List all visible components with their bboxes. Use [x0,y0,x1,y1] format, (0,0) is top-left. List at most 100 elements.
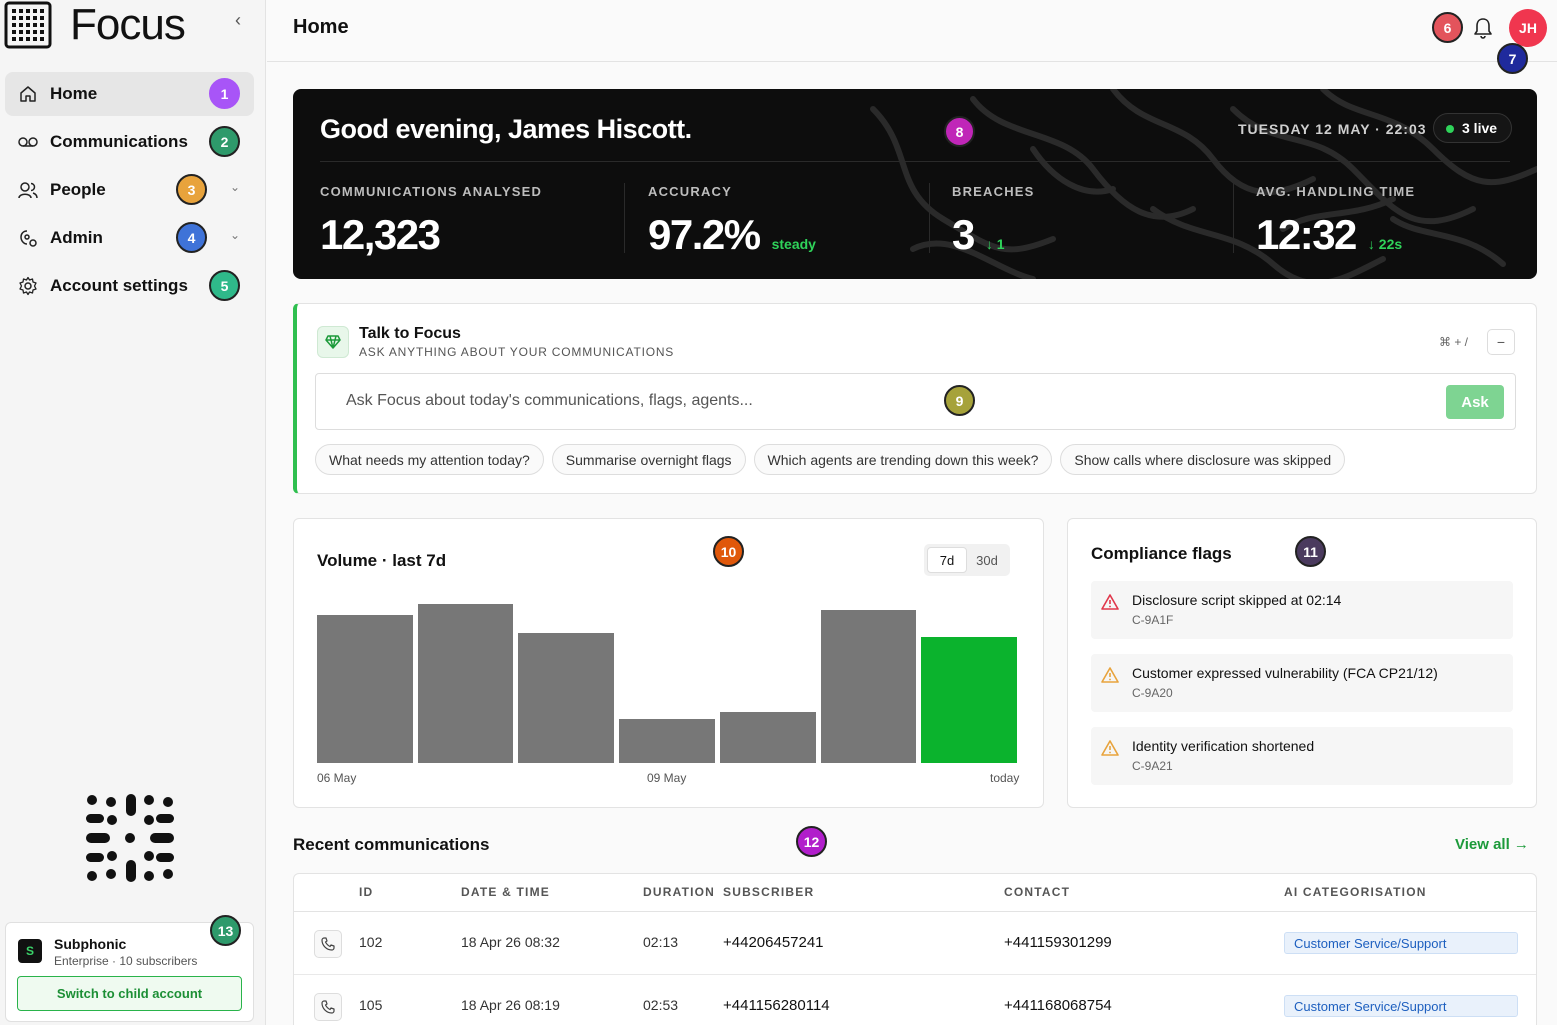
stat-breaches: BREACHES 3 ↓ 1 [952,184,1035,259]
stat-communications-analysed: COMMUNICATIONS ANALYSED 12,323 [320,184,542,259]
ask-focus-input[interactable]: Ask Focus about today's communications, … [346,392,753,409]
sidebar-item-account-settings[interactable]: Account settings 5 [5,264,254,308]
alert-triangle-amber-icon [1101,740,1119,756]
cell-id: 105 [359,997,383,1013]
account-logo: S [18,939,42,963]
column-header-duration[interactable]: DURATION [643,885,716,899]
annotation-marker: 4 [176,222,207,253]
annotation-marker: 12 [796,826,827,857]
cell-datetime: 18 Apr 26 08:19 [461,997,560,1013]
volume-bar[interactable] [518,633,615,763]
annotation-marker: 5 [209,270,240,301]
live-count: 3 live [1462,120,1498,136]
account-card: S Subphonic Enterprise · 10 subscribers … [5,915,254,1022]
cell-subscriber: +44206457241 [723,934,824,951]
stat-value: 97.2% [648,211,761,258]
compliance-flag-item[interactable]: Disclosure script skipped at 02:14 C-9A1… [1091,581,1513,639]
suggestion-chip[interactable]: What needs my attention today? [315,444,544,475]
switch-to-child-account-button[interactable]: Switch to child account [17,976,242,1011]
column-header-datetime[interactable]: DATE & TIME [461,885,550,899]
sidebar-item-label: Home [50,84,98,103]
volume-bar[interactable] [921,636,1017,763]
x-tick-label: today [990,771,1020,785]
tab-30d[interactable]: 30d [976,552,998,568]
admin-icon [17,227,39,249]
tab-7d[interactable]: 7d [927,547,967,573]
flag-id: C-9A21 [1132,759,1173,773]
voicemail-icon [17,131,39,153]
keyboard-shortcut: ⌘ + / [1439,335,1469,349]
gear-icon [17,275,39,297]
divider [624,183,625,253]
phone-icon[interactable] [314,993,342,1021]
volume-bar[interactable] [820,610,917,763]
ask-button[interactable]: Ask [1446,385,1504,419]
column-header-ai-categorisation[interactable]: AI CATEGORISATION [1284,885,1427,899]
compliance-flags-card: Compliance flags 11 Disclosure script sk… [1067,518,1537,808]
volume-bars [317,599,1022,763]
volume-bar[interactable] [719,712,816,763]
bell-icon[interactable] [1472,16,1494,40]
column-header-contact[interactable]: CONTACT [1004,885,1071,899]
chevron-down-icon[interactable]: ⌄ [229,228,240,242]
annotation-marker: 1 [209,78,240,109]
table-row[interactable]: 102 18 Apr 26 08:32 02:13 +44206457241 +… [294,912,1536,975]
suggestion-chip[interactable]: Show calls where disclosure was skipped [1060,444,1346,475]
volume-bar[interactable] [619,718,715,763]
ask-focus-input-box[interactable]: Ask Focus about today's communications, … [315,373,1516,430]
volume-bar[interactable] [417,603,514,763]
annotation-marker: 6 [1432,12,1463,43]
stat-value: 3 [952,211,975,258]
compliance-flag-item[interactable]: Identity verification shortened C-9A21 [1091,727,1513,785]
cell-datetime: 18 Apr 26 08:32 [461,934,560,950]
column-header-subscriber[interactable]: SUBSCRIBER [723,885,815,899]
sidebar-item-people[interactable]: People 3 ⌄ [5,168,254,212]
column-header-id[interactable]: ID [359,885,374,899]
stat-label: AVG. HANDLING TIME [1256,184,1416,199]
suggestion-chip[interactable]: Summarise overnight flags [551,444,746,475]
stat-label: COMMUNICATIONS ANALYSED [320,184,543,199]
cell-duration: 02:53 [643,997,679,1013]
cell-contact: +441159301299 [1004,934,1112,951]
greeting: Good evening, James Hiscott. [320,114,692,144]
stat-accuracy: ACCURACY 97.2% steady [648,184,816,259]
x-tick-label: 06 May [317,771,357,785]
recent-communications-title: Recent communications [293,835,490,854]
stat-label: BREACHES [952,184,1035,199]
volume-bar[interactable] [317,615,413,763]
people-icon [17,179,39,201]
alert-triangle-red-icon [1101,594,1119,610]
account-subtitle: Enterprise · 10 subscribers [54,954,198,968]
compliance-title: Compliance flags [1091,544,1232,563]
account-name: Subphonic [54,936,127,952]
flag-id: C-9A20 [1132,686,1173,700]
sidebar-item-home[interactable]: Home 1 [5,72,254,116]
suggestion-chip[interactable]: Which agents are trending down this week… [753,444,1053,475]
talk-subtitle: ASK ANYTHING ABOUT YOUR COMMUNICATIONS [359,345,675,359]
avatar[interactable]: JH [1509,9,1547,47]
stat-delta: ↓ 22s [1367,236,1403,252]
minimize-button[interactable]: − [1487,329,1515,355]
brand-name: Focus [70,0,186,49]
decorative-pattern-icon [86,794,174,882]
top-bar: Home 6 JH 7 [267,0,1557,74]
phone-icon[interactable] [314,930,342,958]
annotation-marker: 7 [1497,43,1528,74]
table-row[interactable]: 105 18 Apr 26 08:19 02:53 +441156280114 … [294,975,1536,1025]
live-status-badge[interactable]: 3 live [1433,113,1513,143]
compliance-flag-item[interactable]: Customer expressed vulnerability (FCA CP… [1091,654,1513,712]
chevron-down-icon[interactable]: ⌄ [229,180,240,194]
view-all-link[interactable]: View all → [1455,836,1529,853]
brand[interactable]: Focus [4,0,186,50]
stat-value: 12,323 [320,211,441,258]
flag-title: Customer expressed vulnerability (FCA CP… [1132,665,1438,681]
hero-summary: Good evening, James Hiscott. 8 TUESDAY 1… [293,89,1537,279]
annotation-marker: 13 [210,915,241,946]
sidebar-item-admin[interactable]: Admin 4 ⌄ [5,216,254,260]
divider [320,161,1510,162]
collapse-sidebar-button[interactable]: ‹ [235,10,241,30]
talk-to-focus-panel: Talk to Focus ASK ANYTHING ABOUT YOUR CO… [293,303,1537,494]
sidebar-item-communications[interactable]: Communications 2 [5,120,254,164]
divider [1233,183,1234,253]
alert-triangle-amber-icon [1101,667,1119,683]
